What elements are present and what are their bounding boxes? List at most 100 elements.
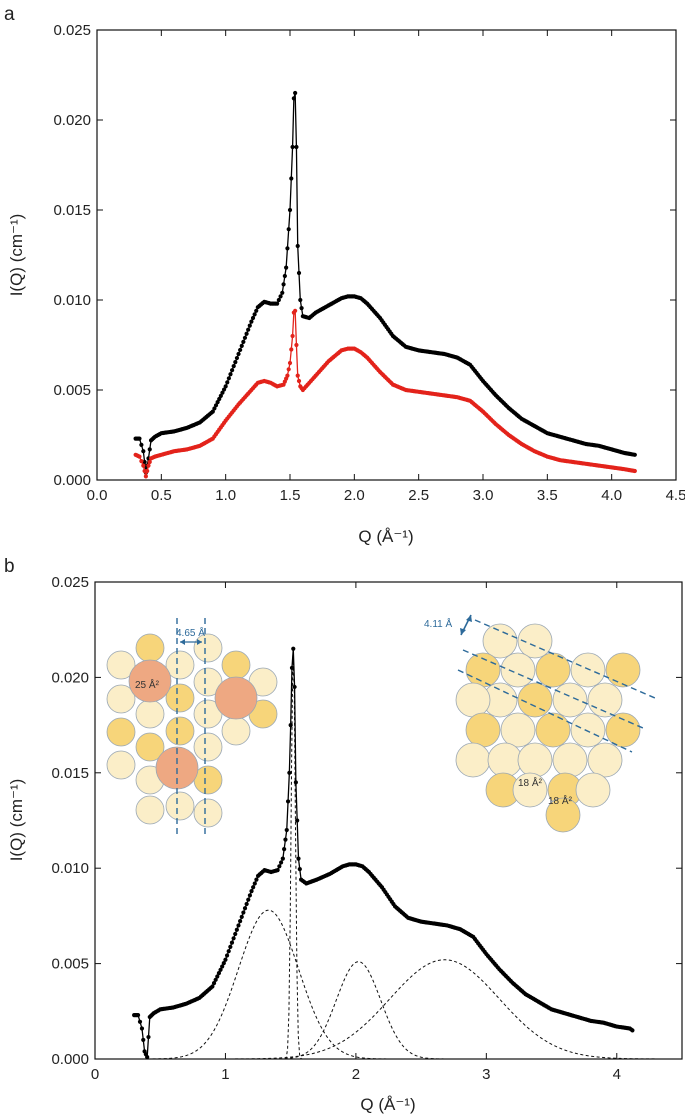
inset-left-spacing-label: 4.65 Å bbox=[176, 626, 205, 639]
data-point-measured bbox=[241, 910, 246, 915]
data-point-black bbox=[246, 327, 251, 332]
spacing-dash-line bbox=[462, 649, 644, 729]
inset-right-area-label-2: 18 Å² bbox=[548, 794, 573, 807]
packing-circle bbox=[135, 699, 165, 729]
packing-circle bbox=[500, 712, 536, 748]
data-point-red bbox=[293, 308, 298, 313]
data-point-measured bbox=[211, 981, 217, 986]
packing-circle bbox=[552, 682, 588, 718]
x-tick-label: 3.0 bbox=[473, 487, 494, 504]
data-point-black bbox=[236, 351, 241, 357]
data-point-measured bbox=[279, 860, 284, 865]
packing-circle bbox=[570, 652, 606, 688]
x-tick-label: 1.0 bbox=[215, 487, 236, 504]
data-point-black bbox=[234, 355, 240, 361]
y-tick-label: 0.025 bbox=[51, 574, 89, 591]
data-point-measured bbox=[229, 940, 235, 945]
panel-b-series bbox=[132, 646, 635, 1060]
data-point-black bbox=[220, 390, 225, 395]
data-point-black bbox=[139, 442, 144, 447]
data-point-measured bbox=[210, 984, 215, 989]
y-tick-label: 0.020 bbox=[53, 112, 91, 129]
x-tick-label: 0 bbox=[91, 1066, 99, 1083]
x-tick-label: 4.0 bbox=[601, 487, 622, 504]
data-point-measured bbox=[231, 936, 236, 941]
spacing-dash-line bbox=[457, 669, 633, 753]
panel-label-a: a bbox=[4, 4, 15, 25]
y-tick-label: 0.000 bbox=[51, 1051, 89, 1068]
data-point-red bbox=[141, 463, 146, 468]
data-point-measured bbox=[233, 931, 238, 937]
inset-right-area-label-1: 18 Å² bbox=[518, 776, 543, 789]
data-point-measured bbox=[135, 1013, 141, 1018]
data-point-black bbox=[249, 319, 254, 324]
data-point-measured bbox=[295, 818, 300, 823]
data-point-red bbox=[137, 454, 142, 459]
data-point-measured bbox=[141, 1037, 146, 1043]
packing-circle bbox=[455, 742, 491, 778]
data-point-black bbox=[290, 144, 295, 150]
data-point-black bbox=[295, 243, 300, 249]
data-point-black bbox=[215, 400, 220, 405]
data-point-black bbox=[238, 347, 243, 353]
inset-left-packing-diagram: 4.65 Å 25 Å² bbox=[106, 618, 278, 838]
packing-circle bbox=[605, 712, 641, 748]
packing-circle bbox=[535, 652, 571, 688]
panel-a-ylabel: I(Q) (cm⁻¹) bbox=[7, 214, 26, 297]
data-point-measured bbox=[283, 837, 288, 842]
data-point-black bbox=[244, 331, 249, 336]
data-point-red bbox=[295, 373, 300, 378]
data-point-black bbox=[296, 270, 302, 276]
data-point-measured bbox=[145, 1054, 150, 1060]
data-point-black bbox=[291, 96, 296, 101]
data-point-red bbox=[632, 468, 637, 474]
data-point-measured bbox=[228, 944, 233, 950]
data-point-black bbox=[294, 144, 299, 150]
spacing-arrow-heads bbox=[180, 639, 202, 645]
data-point-measured bbox=[287, 770, 292, 775]
inset-left-area-label: 25 Å² bbox=[135, 678, 160, 691]
data-point-black bbox=[241, 339, 246, 344]
data-point-black bbox=[239, 343, 244, 348]
x-tick-label: 3 bbox=[482, 1066, 490, 1083]
data-point-black bbox=[218, 393, 223, 398]
x-tick-label: 0.0 bbox=[87, 487, 108, 504]
data-point-red bbox=[145, 468, 150, 474]
data-point-red bbox=[147, 459, 152, 465]
data-point-red bbox=[289, 347, 294, 352]
data-point-black bbox=[141, 449, 146, 454]
x-tick-label: 4.5 bbox=[666, 487, 685, 504]
panel-a-plot-frame bbox=[96, 29, 677, 481]
data-point-black bbox=[228, 372, 233, 377]
y-tick-label: 0.010 bbox=[51, 860, 89, 877]
packing-circle bbox=[500, 652, 536, 688]
x-tick-label: 2.5 bbox=[408, 487, 429, 504]
fit-component-1 bbox=[147, 909, 682, 1060]
data-point-measured bbox=[218, 967, 223, 972]
packing-circle bbox=[165, 791, 195, 821]
data-point-measured bbox=[246, 897, 251, 902]
data-point-black bbox=[254, 308, 259, 313]
data-point-measured bbox=[139, 1026, 145, 1031]
data-point-black bbox=[281, 282, 286, 287]
packing-circle bbox=[512, 772, 548, 808]
packing-circle bbox=[587, 742, 623, 778]
panel-a-xlabel: Q (Å⁻¹) bbox=[358, 527, 413, 546]
packing-circle bbox=[575, 772, 611, 808]
data-point-measured bbox=[220, 964, 225, 969]
packing-circle bbox=[552, 742, 588, 778]
data-point-measured bbox=[226, 949, 231, 954]
data-point-black bbox=[242, 335, 248, 340]
packing-circle bbox=[193, 732, 223, 762]
data-point-measured bbox=[282, 847, 287, 852]
data-point-measured bbox=[630, 1028, 635, 1033]
data-point-measured bbox=[291, 646, 296, 651]
data-point-black bbox=[231, 364, 236, 369]
data-point-red bbox=[146, 463, 151, 468]
packing-circle bbox=[106, 684, 136, 714]
x-tick-label: 1 bbox=[221, 1066, 229, 1083]
data-point-red bbox=[296, 378, 302, 384]
data-point-measured bbox=[293, 780, 298, 785]
data-point-measured bbox=[221, 961, 226, 966]
